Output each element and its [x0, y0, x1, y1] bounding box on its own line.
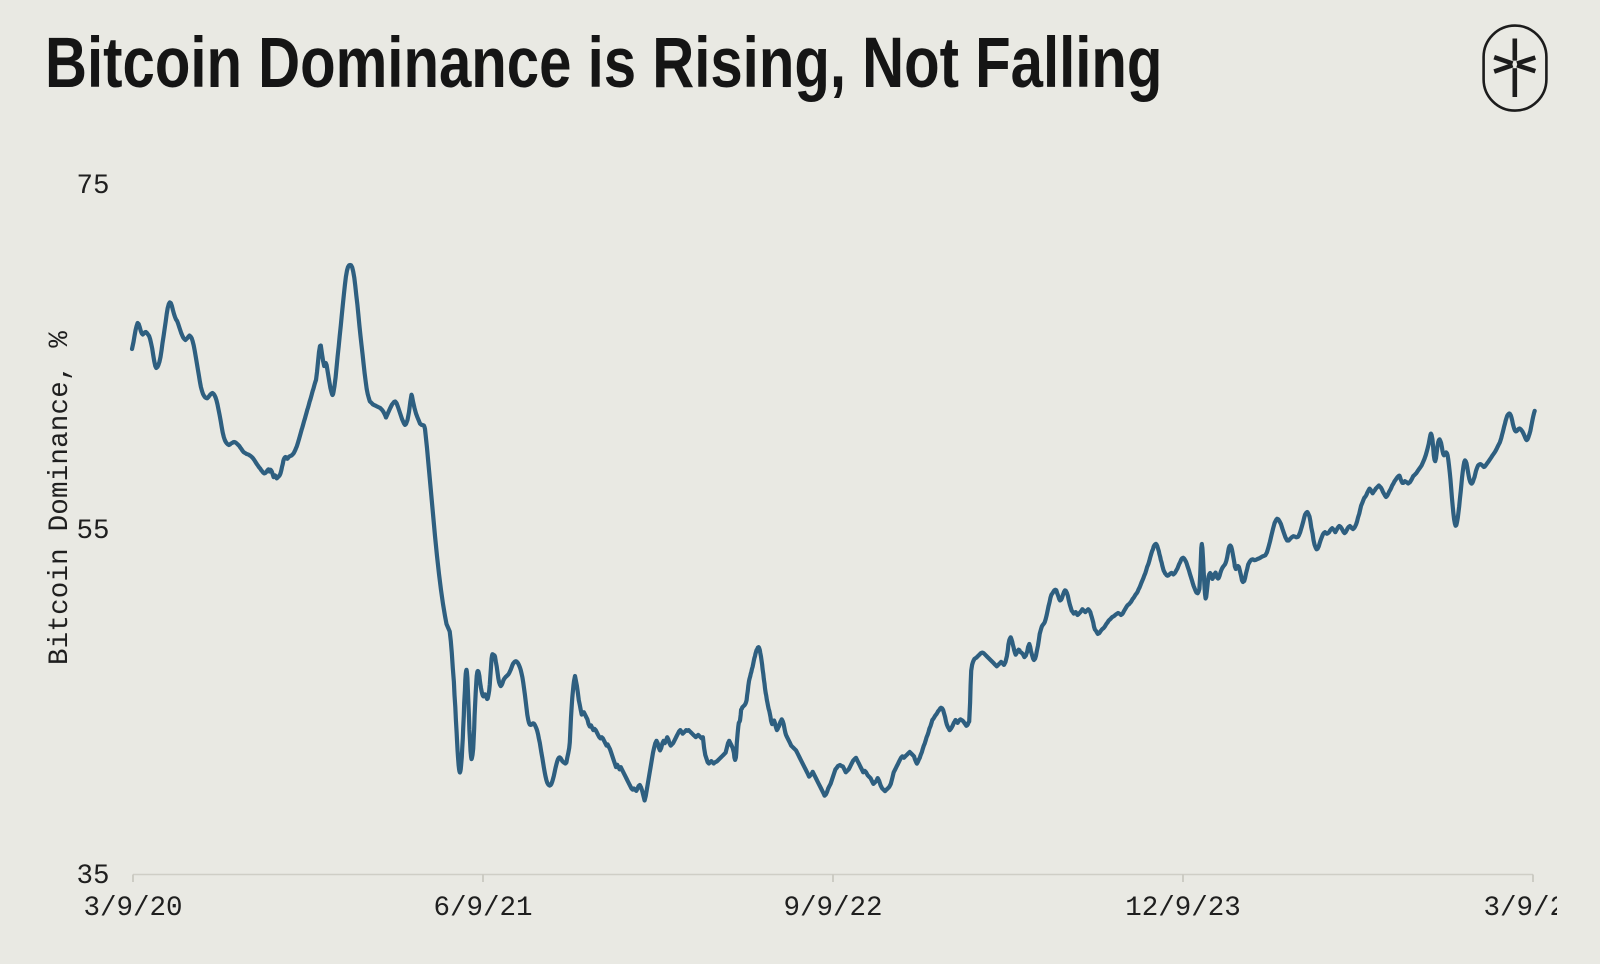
svg-text:12/9/23: 12/9/23	[1125, 893, 1241, 924]
svg-text:3/9/20: 3/9/20	[83, 893, 182, 924]
svg-text:9/9/22: 9/9/22	[783, 893, 882, 924]
svg-text:55: 55	[76, 516, 109, 547]
svg-text:Bitcoin Dominance, %: Bitcoin Dominance, %	[45, 331, 76, 665]
svg-text:6/9/21: 6/9/21	[433, 893, 532, 924]
svg-text:3/9/25: 3/9/25	[1483, 893, 1582, 924]
svg-text:35: 35	[76, 861, 109, 892]
svg-text:75: 75	[76, 171, 109, 202]
